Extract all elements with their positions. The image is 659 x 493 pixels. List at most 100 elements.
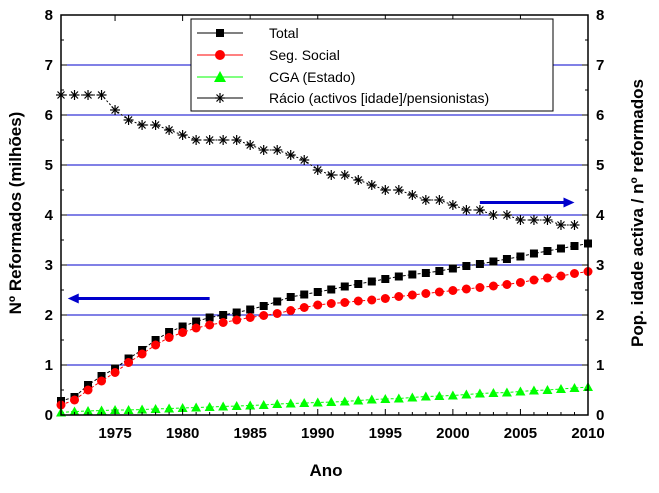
legend-marker-racio [215,93,225,103]
series-layer [56,90,593,417]
data-point [407,392,418,402]
data-point [258,400,269,409]
data-point [83,90,94,100]
data-point [218,401,229,411]
data-point [164,333,174,342]
data-point [96,405,107,415]
legend-box [190,18,554,112]
y-tick-label-left: 6 [45,107,53,124]
data-point [70,395,80,405]
data-point [528,215,539,225]
data-point [204,135,215,145]
y-tick-label-left: 4 [45,207,54,224]
data-point [272,145,283,155]
left-arrow [67,293,210,304]
data-point [285,398,296,408]
data-point [434,195,445,205]
data-point [150,404,161,413]
data-point [123,405,134,414]
data-point [245,313,255,322]
data-point [462,262,471,270]
data-point [177,130,188,140]
data-point [421,269,430,277]
data-point [555,220,566,230]
data-point [434,287,444,297]
data-point [191,402,202,412]
data-point [218,135,229,145]
data-point [366,180,377,190]
data-point [299,398,310,407]
data-point [474,205,485,215]
series-line [60,243,589,402]
data-point [110,368,120,377]
data-point [447,390,458,400]
data-point [447,200,458,210]
data-point [150,120,161,130]
data-point [110,105,121,115]
data-point [435,267,444,275]
data-point [96,90,107,100]
data-point [191,323,201,333]
data-point [178,328,188,337]
data-point [528,385,539,395]
data-point [259,302,268,310]
data-point [556,244,565,253]
data-point [393,185,404,195]
series-2 [56,382,593,417]
data-point [488,210,499,220]
data-point [97,376,107,386]
y-tick-label-right: 3 [596,257,604,274]
data-point [488,388,499,397]
y-axis-left-title: Nº Reformados (milhões) [6,112,25,315]
x-tick-label: 2005 [504,425,537,442]
data-point [205,313,214,322]
data-point [177,403,188,412]
legend-label-racio: Rácio (activos [idade]/pensionistas) [269,90,489,106]
data-point [137,120,148,130]
data-point [529,275,539,285]
data-point [300,290,309,299]
data-point [191,135,202,145]
data-point [408,270,417,279]
data-point [543,247,552,255]
data-point [353,296,363,306]
x-tick-label: 1975 [98,425,131,442]
y-tick-label-right: 6 [596,107,604,124]
data-point [313,300,323,310]
data-point [151,340,161,350]
data-point [407,190,418,200]
data-point [380,394,391,403]
data-point [474,388,485,398]
data-point [299,155,310,165]
data-point [340,298,350,307]
data-point [285,150,296,160]
data-point [380,185,391,195]
data-point [312,165,323,175]
y-tick-label-left: 7 [45,57,53,74]
data-point [165,328,174,336]
data-point [137,404,148,414]
data-point [272,399,283,408]
data-point [421,289,431,298]
data-point [381,275,390,283]
data-point [569,383,580,392]
data-point [83,385,93,395]
data-point [570,242,579,250]
data-point [366,394,377,404]
data-point [123,115,134,125]
y-axis-right-title: Pop. idade activa / nº reformados [628,79,647,347]
y-tick-label-right: 5 [596,157,604,174]
legend-item-total: Total [197,25,299,41]
legend-marker-cga [214,71,226,82]
series-3 [56,90,580,230]
data-point [192,317,201,326]
data-point [448,286,458,295]
data-point [394,292,404,301]
legend-item-racio: Rácio (activos [idade]/pensionistas) [197,90,489,106]
data-point [326,299,336,308]
data-point [231,135,242,145]
data-point [327,285,336,294]
data-point [475,283,485,292]
data-point [529,249,538,258]
